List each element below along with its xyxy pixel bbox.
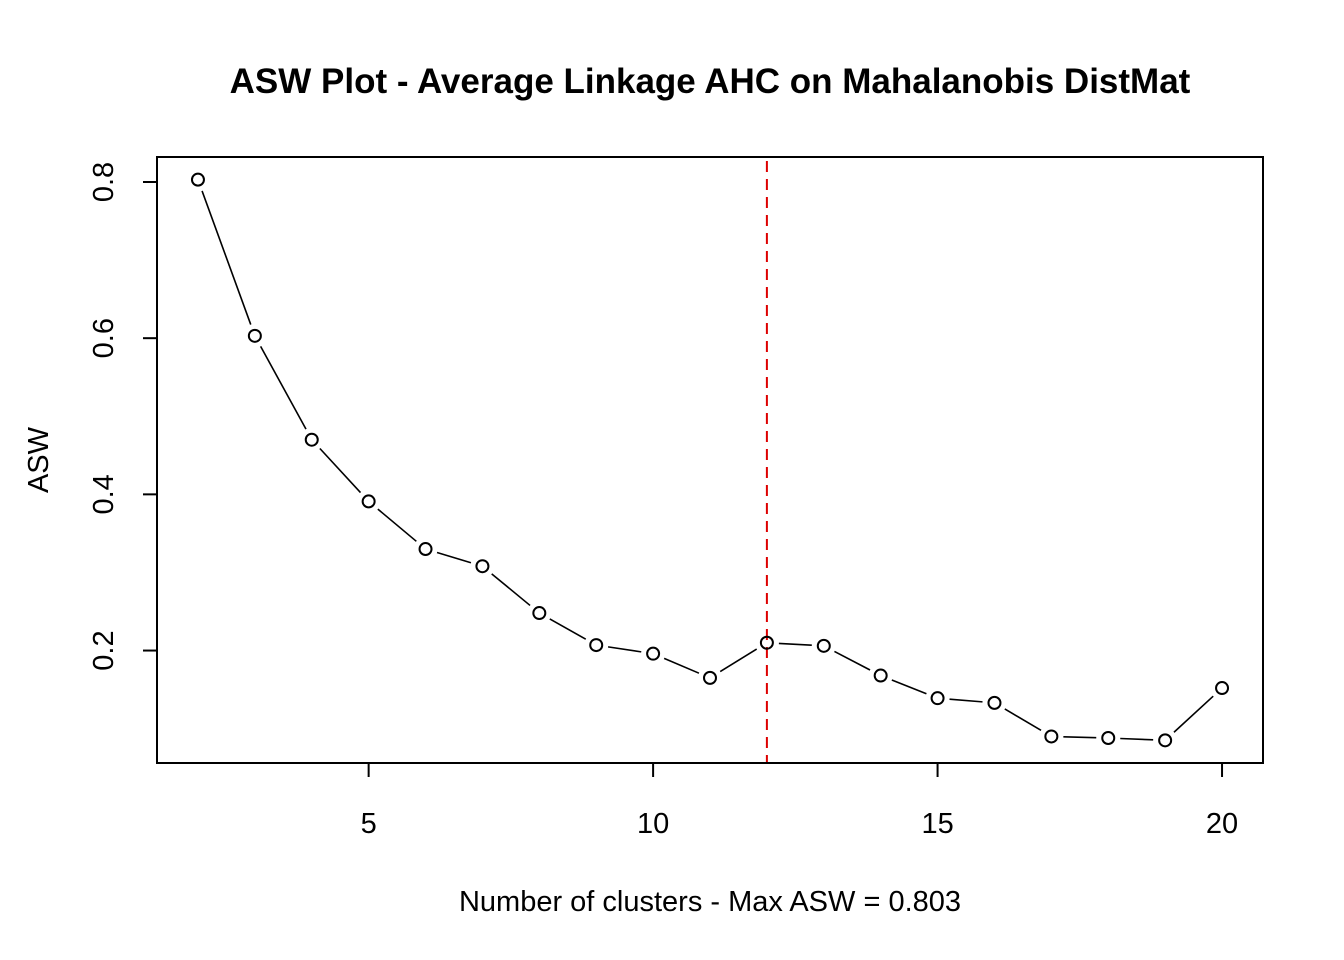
series-segment <box>1063 735 1097 739</box>
series-segment <box>259 345 307 430</box>
series-segment <box>719 648 758 673</box>
series-segment <box>1120 737 1154 741</box>
data-point <box>361 494 376 509</box>
data-point <box>190 172 205 187</box>
series-segment <box>491 573 531 607</box>
data-point <box>418 542 433 557</box>
series-segment <box>891 679 927 695</box>
data-point <box>987 695 1002 710</box>
data-point <box>816 638 831 653</box>
data-point <box>1044 729 1059 744</box>
series-segment <box>549 618 587 640</box>
data-point <box>930 691 945 706</box>
series-segment <box>201 190 252 325</box>
data-point <box>532 606 547 621</box>
series-segment <box>1004 708 1042 732</box>
data-point <box>1101 731 1116 746</box>
data-point <box>873 668 888 683</box>
series-segment <box>949 698 983 703</box>
data-point <box>1158 733 1173 748</box>
series-segment <box>436 551 472 564</box>
data-point <box>247 328 262 343</box>
y-tick-label: 0.4 <box>88 474 120 514</box>
data-point <box>703 670 717 685</box>
series-segment <box>1173 695 1214 733</box>
chart-title: ASW Plot - Average Linkage AHC on Mahala… <box>230 62 1191 101</box>
data-point <box>646 646 661 661</box>
y-tick-label: 0.8 <box>88 162 120 202</box>
x-tick-label: 15 <box>921 808 953 840</box>
series-segment <box>778 642 812 647</box>
data-point <box>304 432 319 447</box>
y-tick-label: 0.6 <box>88 318 120 358</box>
data-point <box>589 638 604 653</box>
y-tick-label: 0.2 <box>88 630 120 670</box>
data-point <box>1215 681 1230 696</box>
data-point <box>759 635 774 650</box>
y-axis-label: ASW <box>23 426 55 493</box>
x-axis-label: Number of clusters - Max ASW = 0.803 <box>459 886 961 918</box>
x-tick-label: 10 <box>637 808 669 840</box>
series-segment <box>319 447 362 494</box>
data-point <box>475 559 490 574</box>
series-segment <box>377 508 417 542</box>
series-segment <box>607 646 642 653</box>
x-tick-label: 5 <box>361 808 377 840</box>
plot-area: 5 10 15 20 0.2 0.4 0.6 0.8 <box>88 156 1264 840</box>
x-tick-label: 20 <box>1206 808 1238 840</box>
series-segment <box>663 657 700 674</box>
series-segment <box>834 650 871 671</box>
